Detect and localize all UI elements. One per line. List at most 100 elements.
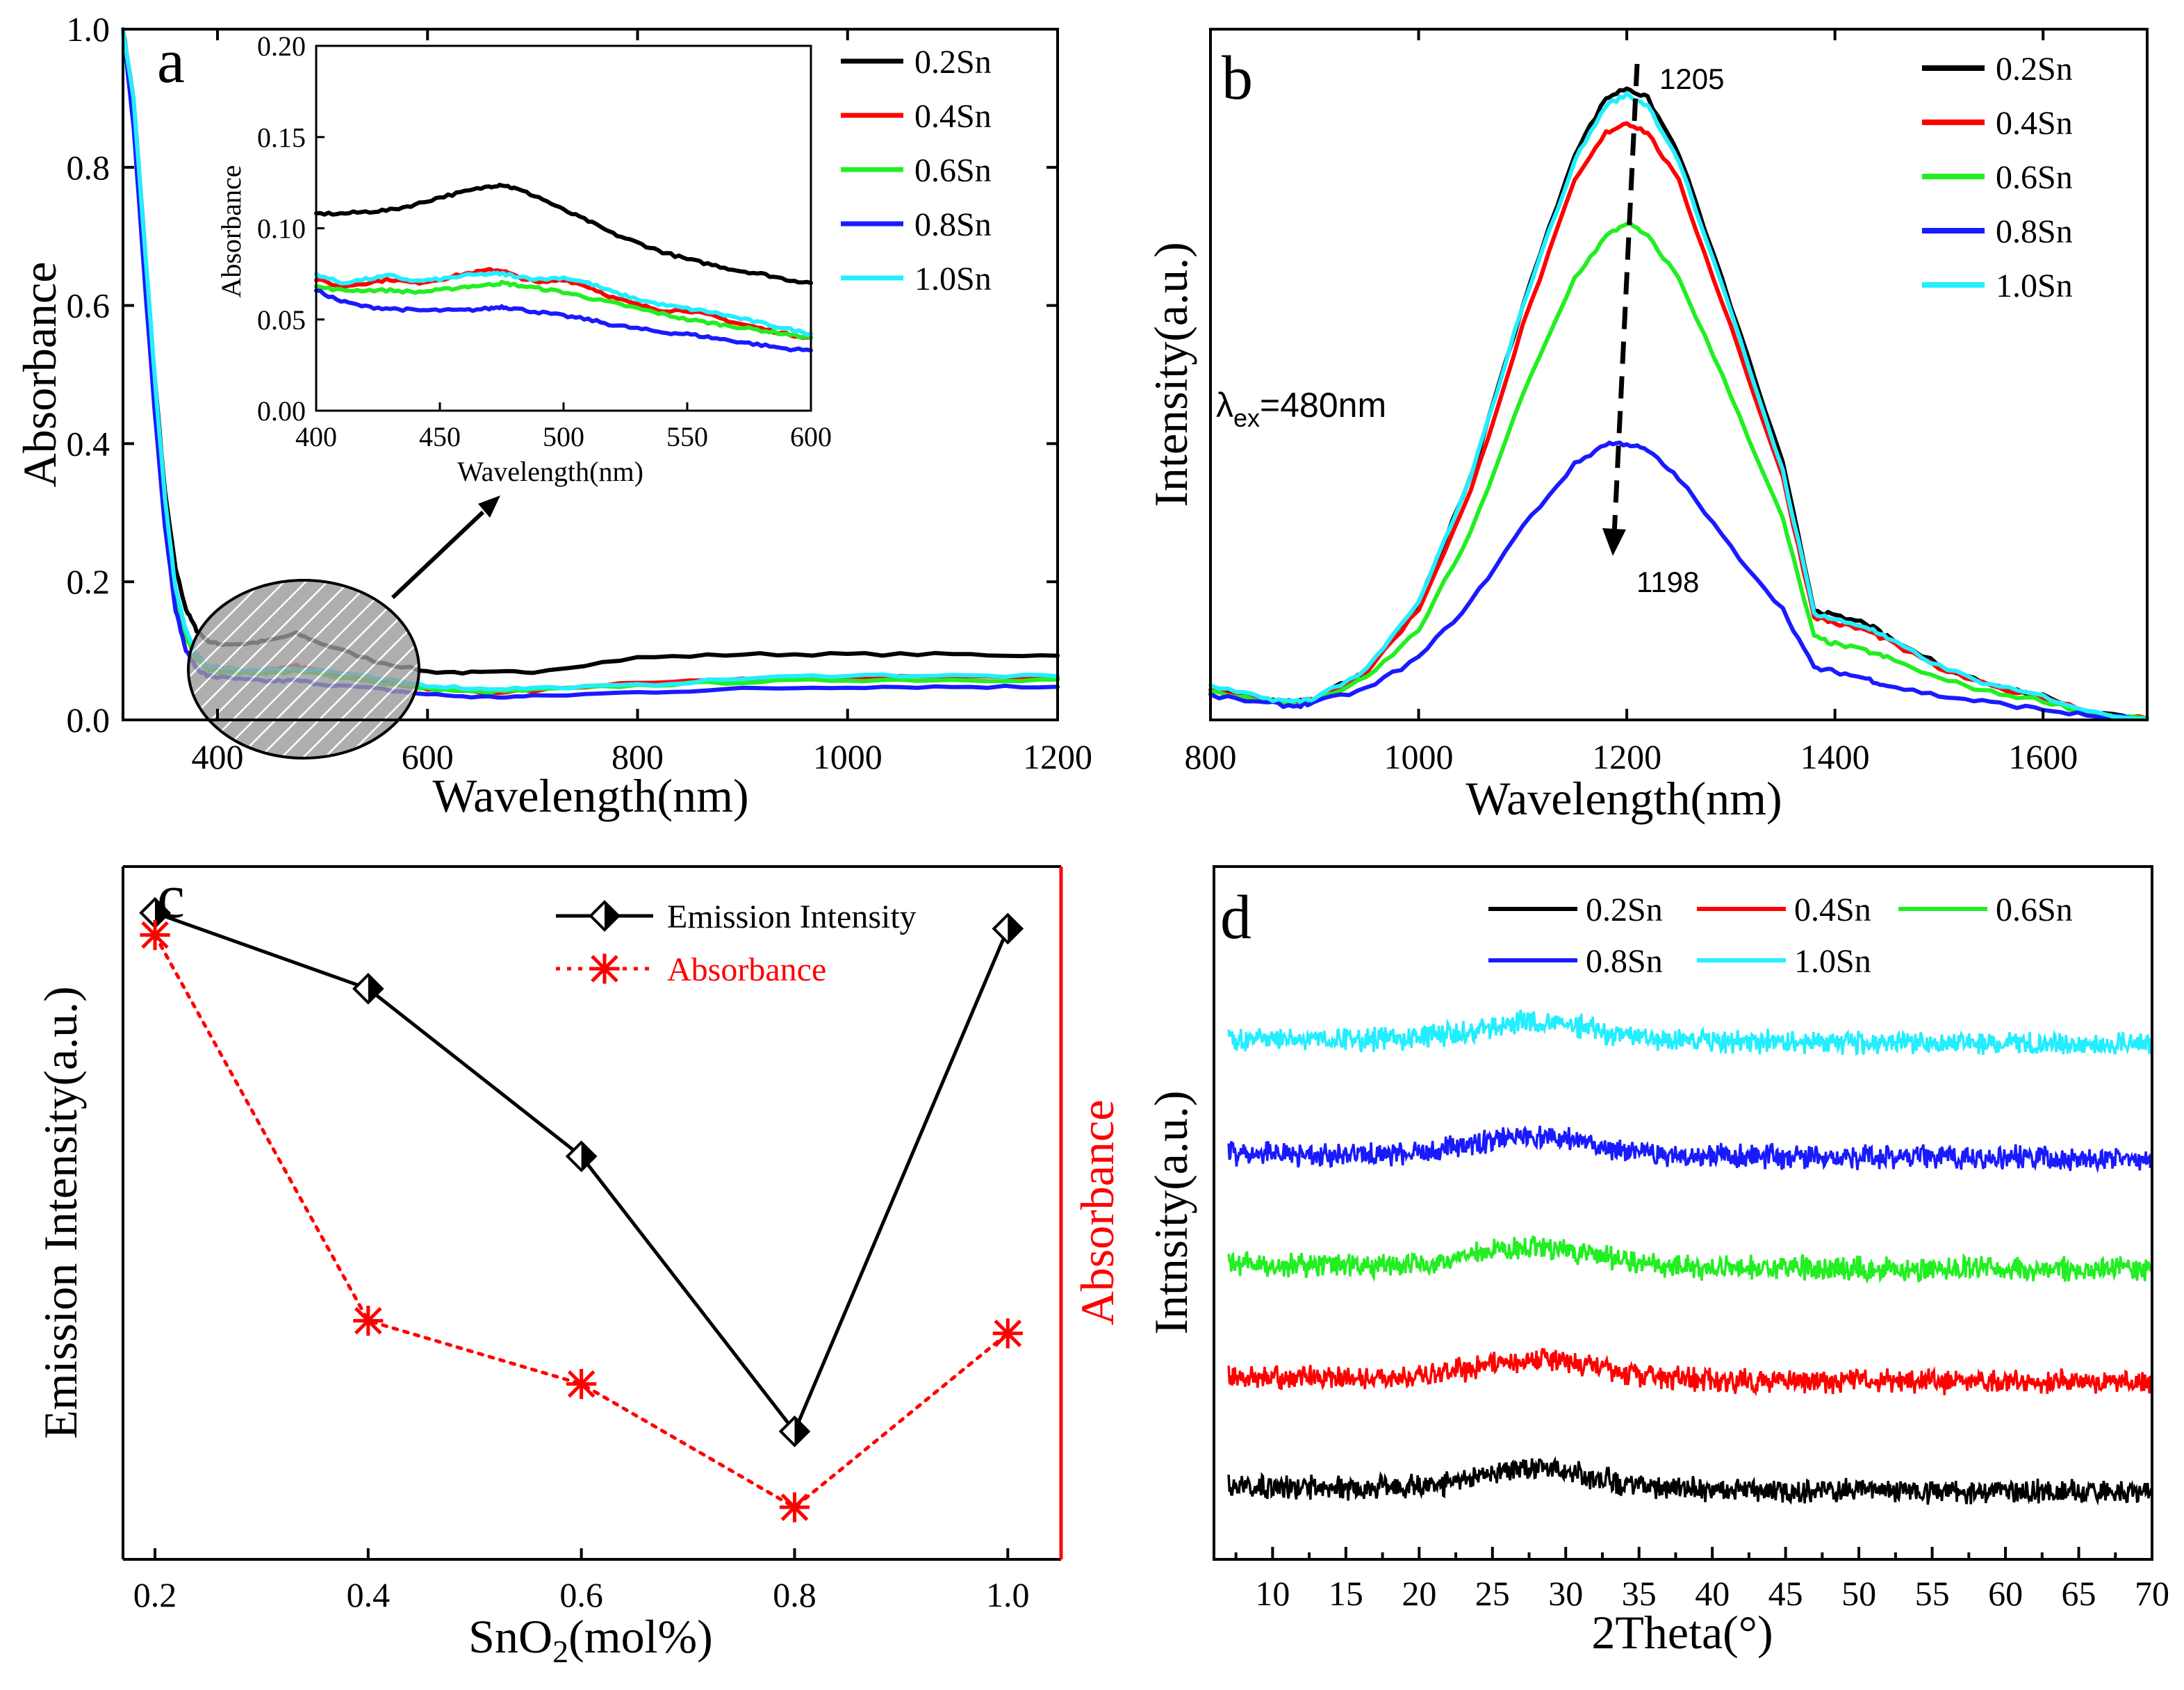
legend-marker-emission xyxy=(589,900,621,932)
panel-c-marker-emission xyxy=(352,973,384,1005)
legend-label-0.2Sn: 0.2Sn xyxy=(1586,892,1663,928)
legend-label-0.4Sn: 0.4Sn xyxy=(914,98,992,135)
legend-label-1.0Sn: 1.0Sn xyxy=(1794,943,1871,980)
panel-a-ytick-label: 1.0 xyxy=(67,10,110,49)
panel-c-xtick-label: 0.8 xyxy=(773,1575,816,1614)
panel-d-xtick-label: 10 xyxy=(1255,1574,1290,1613)
panel-d-xtick-label: 25 xyxy=(1475,1574,1510,1613)
inset-line-0.6Sn xyxy=(314,279,813,340)
panel-a-ylabel: Absorbance xyxy=(13,262,66,488)
inset-line-1.0Sn xyxy=(314,270,813,337)
panel-d-xtick-label: 60 xyxy=(1988,1574,2023,1613)
inset-ytick-label: 0.15 xyxy=(257,122,306,153)
legend-label-0.8Sn: 0.8Sn xyxy=(1586,943,1663,980)
panel-b-xtick-label: 1200 xyxy=(1592,737,1661,776)
panel-d-legend: 0.2Sn 0.4Sn 0.6Sn 0.8Sn 1.0Sn xyxy=(1488,892,2073,980)
panel-c-series xyxy=(139,896,1024,1523)
panel-c-ylabel: Emission Intensity(a.u.) xyxy=(34,986,87,1439)
panel-b-xlabel: Wavelength(nm) xyxy=(1465,772,1782,825)
panel-c-marker-absorbance xyxy=(140,919,170,951)
panel-c-marker-emission xyxy=(992,912,1024,945)
peak-label-low: 1198 xyxy=(1636,566,1699,598)
legend-label-0.4Sn: 0.4Sn xyxy=(1794,892,1871,928)
panel-d-xtick-label: 15 xyxy=(1329,1574,1363,1613)
panel-a-ytick-label: 0.6 xyxy=(67,286,110,325)
panel-d-xtick-label: 30 xyxy=(1548,1574,1583,1613)
panel-d-xtick-label: 20 xyxy=(1402,1574,1436,1613)
panel-c-xtick-label: 1.0 xyxy=(986,1575,1030,1614)
panel-c-ylabel-right: Absorbance xyxy=(1071,1100,1124,1326)
panel-b-series xyxy=(1208,86,2149,721)
inset-xtick-label: 450 xyxy=(419,421,461,452)
panel-b-ylabel: Intensity(a.u.) xyxy=(1144,242,1197,507)
panel-a-xlabel: Wavelength(nm) xyxy=(432,769,748,822)
panel-a: 400 600 800 1000 1200 0.0 0.2 0.4 0.6 0.8 1.0 a Wa… xyxy=(13,10,1092,822)
panel-b-xtick-label: 1600 xyxy=(2008,737,2078,776)
panel-c-line-absorbance xyxy=(153,933,1010,1510)
panel-d-pattern-0.6Sn xyxy=(1227,1236,2153,1284)
highlight-ellipse xyxy=(187,579,420,760)
inset-xtick-label: 500 xyxy=(543,421,584,452)
panel-d-axes-frame xyxy=(1213,865,2153,1561)
panel-d-xtick-label: 35 xyxy=(1622,1574,1657,1613)
panel-c-xtick-label: 0.6 xyxy=(559,1575,603,1614)
panel-d-ticks: 10 15 20 25 30 35 40 45 50 55 60 65 70 xyxy=(1234,1547,2169,1613)
legend-label-0.8Sn: 0.8Sn xyxy=(1996,213,2073,250)
legend-label-0.2Sn: 0.2Sn xyxy=(1996,51,2073,88)
legend-label-0.6Sn: 0.6Sn xyxy=(1996,892,2073,928)
inset-background xyxy=(316,46,811,411)
panel-a-xtick-label: 400 xyxy=(192,737,244,776)
panel-c-xlabel-sub: 2 xyxy=(552,1634,568,1669)
panel-d-xtick-label: 45 xyxy=(1768,1574,1803,1613)
excitation-label: λex=480nm xyxy=(1216,386,1386,432)
panel-a-xtick-label: 1000 xyxy=(813,737,882,776)
panel-c-ticks: 0.2 0.4 0.6 0.8 1.0 xyxy=(133,1548,1030,1614)
panel-c-marker-absorbance xyxy=(779,1492,810,1523)
panel-b-letter: b xyxy=(1222,44,1253,113)
panel-a-ytick-label: 0.0 xyxy=(67,700,110,739)
inset-ticks: 400 450 500 550 600 0.00 0.05 0.10 0.15 0.20 xyxy=(257,31,832,452)
legend-label-emission: Emission Intensity xyxy=(667,899,917,935)
panel-d-xtick-label: 65 xyxy=(2062,1574,2096,1613)
panel-d-xlabel: 2Theta(°) xyxy=(1591,1606,1773,1659)
panel-a-ytick-label: 0.2 xyxy=(67,562,110,601)
panel-d-xtick-label: 70 xyxy=(2135,1574,2169,1613)
panel-d-pattern-1.0Sn xyxy=(1227,1009,2153,1056)
panel-d-xtick-label: 50 xyxy=(1841,1574,1876,1613)
panel-a-xtick-label: 800 xyxy=(611,737,664,776)
peak-shift-arrow-head xyxy=(1602,528,1626,556)
panel-a-legend: 0.2Sn 0.4Sn 0.6Sn 0.8Sn 1.0Sn xyxy=(841,44,992,297)
inset-xtick-label: 550 xyxy=(666,421,708,452)
peak-shift-arrow xyxy=(1611,63,1640,536)
panel-c-marker-absorbance xyxy=(353,1306,384,1336)
inset-ytick-label: 0.00 xyxy=(257,395,306,427)
highlight-arrow xyxy=(391,510,485,600)
panel-d-letter: d xyxy=(1220,883,1251,952)
panel-a-xtick-label: 1200 xyxy=(1023,737,1092,776)
panel-c-xlabel: SnO2(mol%) xyxy=(468,1610,713,1669)
panel-b-axes-frame xyxy=(1209,28,2149,721)
excitation-sub: ex xyxy=(1233,404,1260,432)
excitation-value: =480nm xyxy=(1260,386,1386,425)
peak-label-high: 1205 xyxy=(1659,63,1724,95)
panel-b-legend: 0.2Sn 0.4Sn 0.6Sn 0.8Sn 1.0Sn xyxy=(1922,51,2073,304)
panel-b-ticks: 800 1000 1200 1400 1600 xyxy=(1185,29,2078,776)
panel-c-xtick-label: 0.4 xyxy=(347,1575,391,1614)
panel-b-xtick-label: 800 xyxy=(1185,737,1237,776)
panel-a-ytick-label: 0.8 xyxy=(67,148,110,187)
inset-ylabel: Absorbance xyxy=(215,165,247,297)
panel-c-marker-absorbance xyxy=(566,1369,597,1400)
panel-c-marker-emission xyxy=(778,1416,811,1447)
panel-b-line-0.6Sn xyxy=(1208,221,2149,721)
inset-xlabel: Wavelength(nm) xyxy=(457,456,643,487)
panel-a-xtick-label: 600 xyxy=(402,737,454,776)
legend-marker-absorbance xyxy=(589,953,620,984)
legend-label-0.6Sn: 0.6Sn xyxy=(1996,159,2073,196)
panel-c-xtick-label: 0.2 xyxy=(133,1575,177,1614)
highlight-arrow-head xyxy=(478,495,500,518)
panel-d-xtick-label: 55 xyxy=(1915,1574,1950,1613)
panel-d-pattern-0.4Sn xyxy=(1227,1347,2153,1397)
panel-d-pattern-0.8Sn xyxy=(1227,1125,2153,1174)
panel-d-pattern-0.2Sn xyxy=(1227,1456,2153,1506)
panel-a-highlight xyxy=(187,495,500,760)
